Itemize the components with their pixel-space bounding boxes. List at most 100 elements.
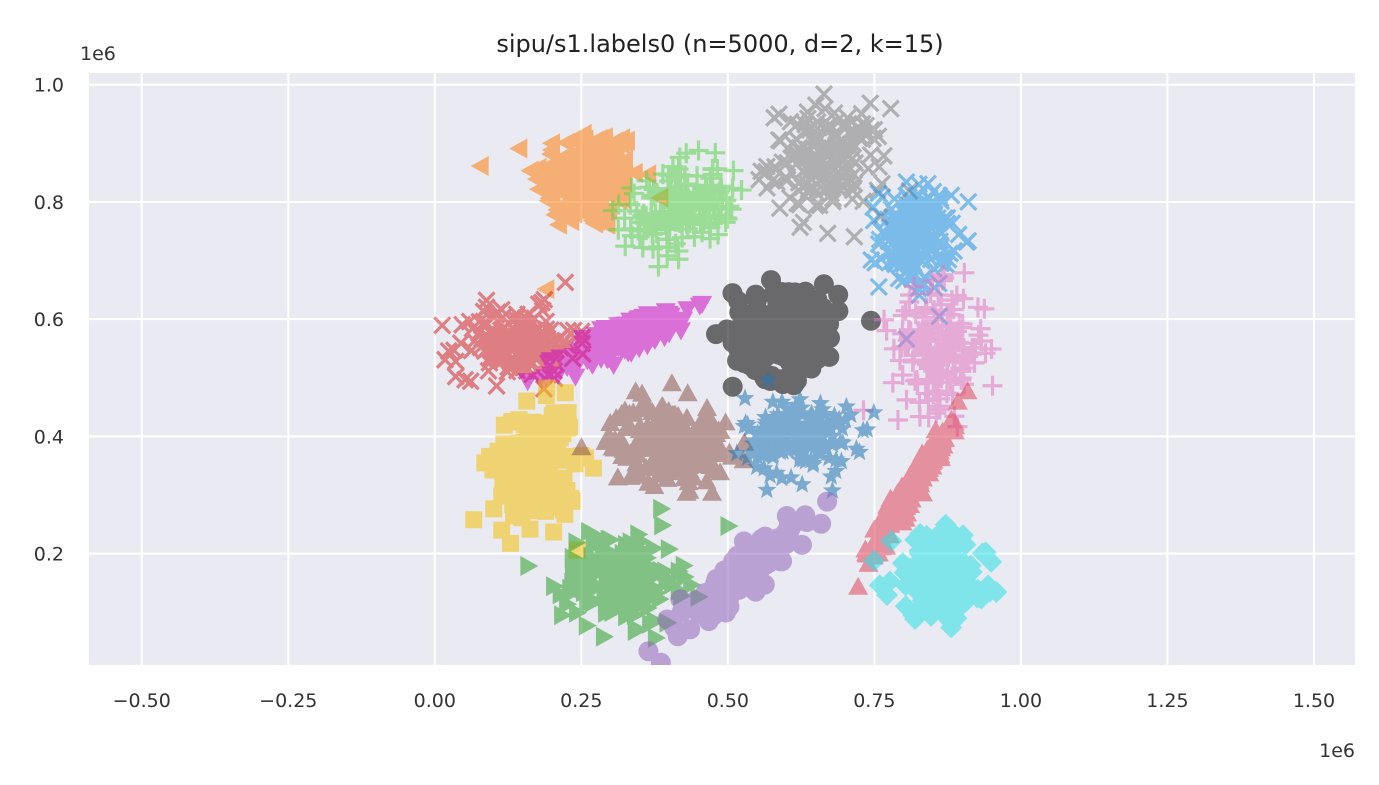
data-point [887, 410, 908, 431]
data-point [706, 423, 727, 442]
data-point [932, 577, 955, 600]
data-point [584, 592, 603, 613]
data-point [629, 416, 650, 435]
data-point [520, 556, 539, 577]
data-point [661, 373, 682, 392]
data-point [869, 127, 888, 146]
data-point [636, 170, 657, 191]
data-point [674, 468, 695, 487]
data-point [629, 541, 648, 562]
data-point [845, 227, 864, 246]
data-point [677, 383, 698, 402]
data-point [919, 463, 940, 482]
data-point [651, 589, 670, 610]
data-point [846, 438, 866, 457]
data-point [521, 520, 539, 538]
data-point [600, 169, 619, 190]
data-point [841, 405, 861, 424]
data-point [763, 444, 783, 463]
data-point [728, 560, 749, 581]
data-point [647, 454, 668, 473]
data-point [861, 310, 881, 331]
data-point [763, 392, 783, 411]
data-point [738, 414, 758, 433]
data-point [550, 349, 571, 368]
data-point [747, 535, 767, 556]
data-point [692, 222, 713, 243]
data-point [788, 400, 807, 419]
data-point [648, 464, 669, 483]
data-point [905, 562, 928, 585]
data-point [509, 344, 528, 363]
data-point [586, 173, 605, 194]
data-point [700, 456, 721, 475]
data-point [878, 570, 901, 593]
data-point [792, 474, 812, 493]
data-point [780, 413, 800, 432]
data-point [591, 321, 612, 340]
data-point [940, 372, 961, 393]
data-point [462, 341, 481, 360]
data-point [554, 605, 573, 626]
data-point [477, 313, 496, 332]
data-point [795, 291, 816, 312]
data-point [683, 574, 702, 595]
data-point [805, 437, 825, 456]
data-point [453, 315, 472, 334]
data-point [764, 408, 783, 427]
data-point [938, 208, 957, 228]
data-point [637, 334, 658, 353]
data-point [529, 418, 547, 436]
data-point [505, 507, 523, 525]
data-point [904, 276, 925, 297]
data-point [710, 462, 731, 481]
data-point [626, 200, 647, 221]
data-point [902, 244, 921, 263]
data-point [517, 373, 538, 392]
data-point [821, 164, 840, 183]
data-point [710, 205, 731, 226]
data-point [806, 196, 825, 215]
data-point [826, 461, 846, 480]
data-point [861, 94, 880, 113]
data-point [433, 316, 452, 335]
data-point [787, 413, 807, 432]
data-point [771, 426, 791, 445]
cluster-14 [863, 513, 1008, 639]
data-point [465, 511, 483, 529]
data-point [810, 393, 830, 412]
data-point [776, 296, 797, 317]
data-point [880, 529, 903, 552]
data-point [957, 381, 978, 400]
data-point [790, 218, 810, 237]
data-point [944, 326, 965, 347]
x-tick-label: 1.50 [1293, 690, 1335, 712]
data-point [575, 129, 594, 150]
cluster-1 [602, 140, 752, 277]
data-point [644, 307, 665, 326]
data-point [710, 443, 731, 462]
data-point [936, 255, 956, 274]
data-point [463, 319, 482, 338]
data-point [595, 626, 614, 647]
data-point [754, 458, 774, 477]
data-point [461, 372, 480, 391]
x-tick-label: 0.25 [560, 690, 602, 712]
data-point [660, 539, 679, 560]
data-point [843, 180, 862, 200]
data-point [945, 416, 966, 435]
data-point [817, 117, 836, 137]
data-point [829, 410, 849, 429]
data-point [863, 549, 886, 572]
data-point [556, 273, 575, 292]
data-point [826, 136, 845, 155]
data-point [746, 433, 766, 452]
data-point [922, 550, 945, 573]
data-point [920, 283, 941, 304]
data-point [597, 593, 616, 614]
data-point [758, 370, 778, 389]
data-point [658, 178, 679, 199]
data-point [924, 182, 943, 201]
data-point [745, 581, 766, 602]
x-tick-label: 1.25 [1146, 690, 1188, 712]
